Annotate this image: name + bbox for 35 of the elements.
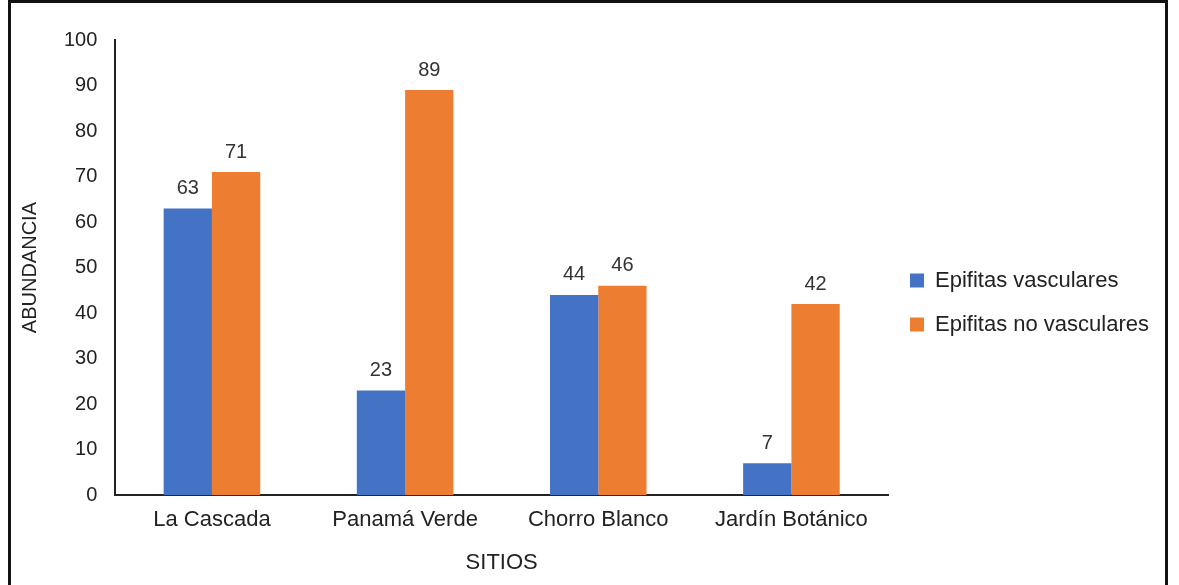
x-axis-title: SITIOS	[465, 548, 538, 574]
data-label: 71	[224, 139, 248, 162]
y-tick-label: 50	[75, 255, 98, 278]
x-tick-label: Panamá Verde	[332, 506, 478, 532]
x-tick-label: Chorro Blanco	[527, 506, 669, 532]
legend-label: Epifitas no vasculares	[935, 310, 1149, 336]
data-label: 63	[176, 175, 199, 198]
data-label: 89	[418, 57, 441, 80]
y-tick-label: 30	[75, 346, 98, 369]
y-tick-label: 0	[86, 482, 98, 505]
y-tick-label: 100	[63, 27, 98, 50]
y-tick-label: 70	[75, 164, 98, 187]
x-tick-label: Jardín Botánico	[714, 506, 868, 532]
bar	[163, 208, 212, 496]
bar	[598, 285, 647, 496]
y-tick-label: 20	[75, 391, 98, 414]
bar	[356, 390, 406, 496]
bar	[211, 172, 261, 496]
data-label: 23	[369, 358, 393, 381]
data-label: 44	[563, 262, 586, 285]
legend-label: Epifitas vasculares	[935, 266, 1119, 292]
data-label: 46	[611, 253, 634, 276]
y-axis-title: ABUNDANCIA	[17, 201, 40, 334]
data-label: 7	[761, 430, 773, 453]
bar	[791, 304, 840, 496]
y-tick-label: 10	[75, 437, 98, 460]
bar	[743, 463, 792, 496]
y-tick-label: 40	[75, 300, 98, 323]
x-tick-label: La Cascada	[153, 506, 272, 532]
y-tick-label: 80	[75, 118, 98, 141]
bar	[405, 90, 454, 496]
y-tick-label: 60	[75, 209, 98, 232]
data-label: 42	[804, 271, 827, 294]
bar	[549, 294, 599, 496]
y-tick-label: 90	[75, 73, 98, 96]
